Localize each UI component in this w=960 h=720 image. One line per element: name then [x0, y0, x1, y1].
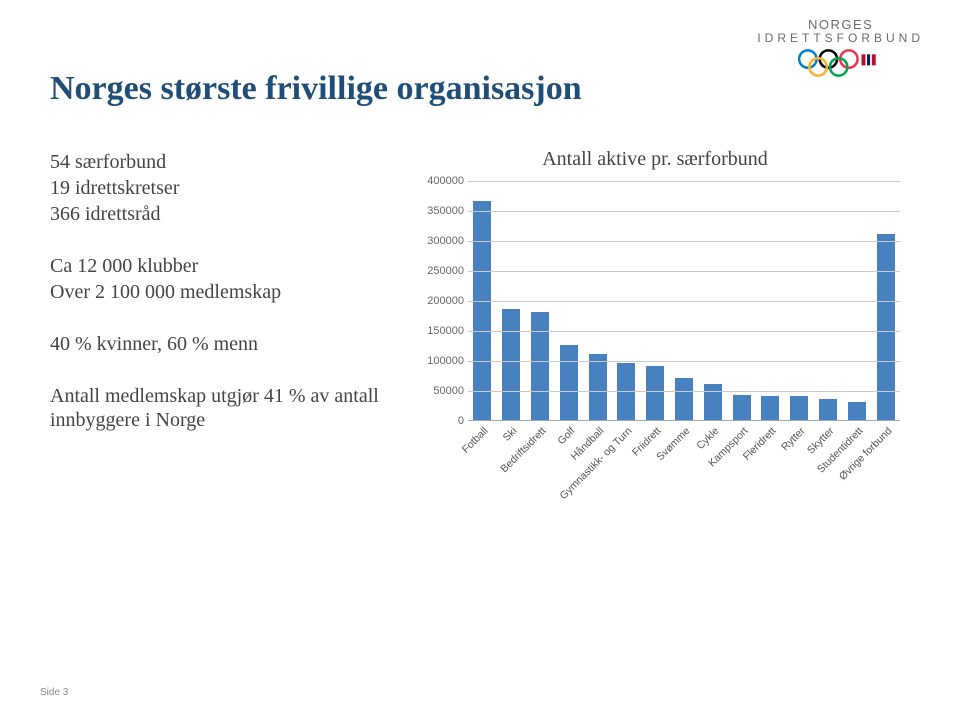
- bar: [646, 366, 664, 420]
- x-axis-labels: FotballSkiBedriftsidrettGolfHåndballGymn…: [468, 421, 900, 471]
- y-tick-label: 50000: [410, 385, 464, 397]
- bar: [733, 395, 751, 420]
- bar: [675, 378, 693, 420]
- gridline: [468, 211, 900, 212]
- bar: [473, 201, 491, 420]
- y-tick-label: 400000: [410, 175, 464, 187]
- bullet-line: Ca 12 000 klubber: [50, 254, 380, 278]
- y-tick-label: 300000: [410, 235, 464, 247]
- bullet-group: 54 særforbund 19 idrettskretser 366 idre…: [50, 150, 380, 226]
- bar-chart: FotballSkiBedriftsidrettGolfHåndballGymn…: [410, 181, 900, 471]
- y-tick-label: 250000: [410, 265, 464, 277]
- plot-area: [468, 181, 900, 421]
- gridline: [468, 241, 900, 242]
- bullet-group: Ca 12 000 klubber Over 2 100 000 medlems…: [50, 254, 380, 304]
- bullet-line: 366 idrettsråd: [50, 202, 380, 226]
- bar: [819, 399, 837, 420]
- bar: [704, 384, 722, 420]
- bullet-line: Over 2 100 000 medlemskap: [50, 280, 380, 304]
- y-tick-label: 0: [410, 415, 464, 427]
- gridline: [468, 331, 900, 332]
- bar: [560, 345, 578, 420]
- chart-container: Antall aktive pr. særforbund FotballSkiB…: [400, 148, 910, 471]
- bar: [531, 312, 549, 420]
- bullet-line: 19 idrettskretser: [50, 176, 380, 200]
- logo-line2: IDRETTSFORBUND: [757, 32, 924, 45]
- bar: [502, 309, 520, 420]
- bullet-line: 54 særforbund: [50, 150, 380, 174]
- gridline: [468, 361, 900, 362]
- logo-line1: NORGES: [808, 17, 873, 32]
- bullet-list: 54 særforbund 19 idrettskretser 366 idre…: [50, 148, 380, 471]
- gridline: [468, 271, 900, 272]
- logo-text: NORGES IDRETTSFORBUND: [757, 18, 924, 44]
- y-tick-label: 200000: [410, 295, 464, 307]
- y-tick-label: 150000: [410, 325, 464, 337]
- gridline: [468, 181, 900, 182]
- bullet-line: 40 % kvinner, 60 % menn: [50, 332, 380, 356]
- y-tick-label: 350000: [410, 205, 464, 217]
- bullet-line: Antall medlemskap utgjør 41 % av antall …: [50, 384, 380, 432]
- olympic-rings-icon: [757, 48, 924, 78]
- chart-title: Antall aktive pr. særforbund: [400, 148, 910, 171]
- page-number: Side 3: [40, 687, 68, 698]
- bar: [848, 402, 866, 420]
- y-tick-label: 100000: [410, 355, 464, 367]
- bar: [877, 234, 895, 420]
- bullet-group: 40 % kvinner, 60 % menn: [50, 332, 380, 356]
- bar: [761, 396, 779, 420]
- gridline: [468, 391, 900, 392]
- gridline: [468, 301, 900, 302]
- bullet-group: Antall medlemskap utgjør 41 % av antall …: [50, 384, 380, 432]
- org-logo: NORGES IDRETTSFORBUND: [757, 18, 924, 78]
- bar: [790, 396, 808, 420]
- bar: [589, 354, 607, 420]
